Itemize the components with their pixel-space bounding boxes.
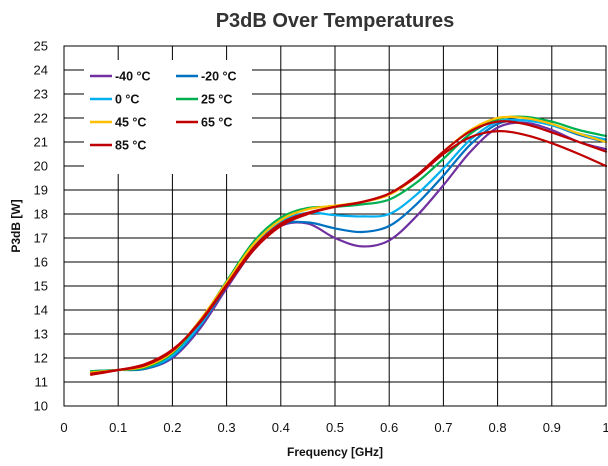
x-tick-label: 0.6	[380, 420, 398, 435]
legend-label: -20 °C	[201, 70, 237, 84]
x-tick-label: 0.5	[326, 420, 344, 435]
legend-label: 65 °C	[201, 116, 232, 130]
legend-label: -40 °C	[115, 70, 151, 84]
series-lines	[90, 115, 608, 376]
y-tick-label: 15	[34, 279, 48, 294]
x-tick-label: 0.3	[218, 420, 236, 435]
legend-label: 85 °C	[115, 139, 146, 153]
y-tick-label: 12	[34, 351, 48, 366]
legend-item: -20 °C	[176, 70, 237, 84]
y-axis-label: P3dB [W]	[9, 199, 23, 252]
y-tick-label: 18	[34, 207, 48, 222]
legend-label: 25 °C	[201, 93, 232, 107]
series-line-6	[90, 130, 608, 376]
y-tick-label: 10	[34, 399, 48, 414]
x-tick-label: 0.9	[543, 420, 561, 435]
y-tick-label: 14	[34, 303, 48, 318]
legend-label: 45 °C	[115, 116, 146, 130]
gridlines	[63, 45, 607, 407]
legend-label: 0 °C	[115, 93, 139, 107]
y-tick-label: 11	[35, 375, 49, 390]
legend-item: 25 °C	[176, 93, 232, 107]
x-tick-label: 0.8	[489, 420, 507, 435]
y-tick-label: 25	[34, 39, 48, 54]
y-tick-label: 23	[34, 87, 48, 102]
y-tick-label: 17	[34, 231, 48, 246]
x-axis-tick-labels: 0 0.1 0.2 0.3 0.4 0.5 0.6 0.7 0.8 0.9 1	[60, 420, 608, 435]
x-tick-label: 0.1	[109, 420, 127, 435]
x-tick-label: 0.4	[272, 420, 290, 435]
y-tick-label: 13	[34, 327, 48, 342]
x-tick-label: 1	[602, 420, 608, 435]
legend-item: 65 °C	[176, 116, 232, 130]
y-tick-label: 20	[34, 159, 48, 174]
legend-item: -40 °C	[90, 70, 151, 84]
y-tick-label: 16	[34, 255, 48, 270]
y-tick-label: 22	[34, 111, 48, 126]
y-tick-label: 19	[34, 183, 48, 198]
legend: -40 °C -20 °C 0 °C 25 °C 45 °C 65 °C 85 °C	[84, 60, 252, 174]
y-tick-label: 21	[34, 135, 48, 150]
plot-area-border	[63, 45, 607, 407]
y-tick-label: 24	[34, 63, 48, 78]
legend-item: 0 °C	[90, 93, 139, 107]
y-axis-tick-labels: 10 11 12 13 14 15 16 17 18 19 20 21 22 23 24 25	[34, 39, 48, 414]
x-tick-label: 0.7	[434, 420, 452, 435]
x-tick-label: 0.2	[163, 420, 181, 435]
legend-item: 45 °C	[90, 116, 146, 130]
chart-title: P3dB Over Temperatures	[216, 10, 455, 32]
legend-item: 85 °C	[90, 139, 146, 153]
legend-background	[84, 60, 252, 174]
x-tick-label: 0	[60, 420, 67, 435]
series-line-2	[90, 118, 608, 374]
x-axis-label: Frequency [GHz]	[287, 445, 383, 459]
